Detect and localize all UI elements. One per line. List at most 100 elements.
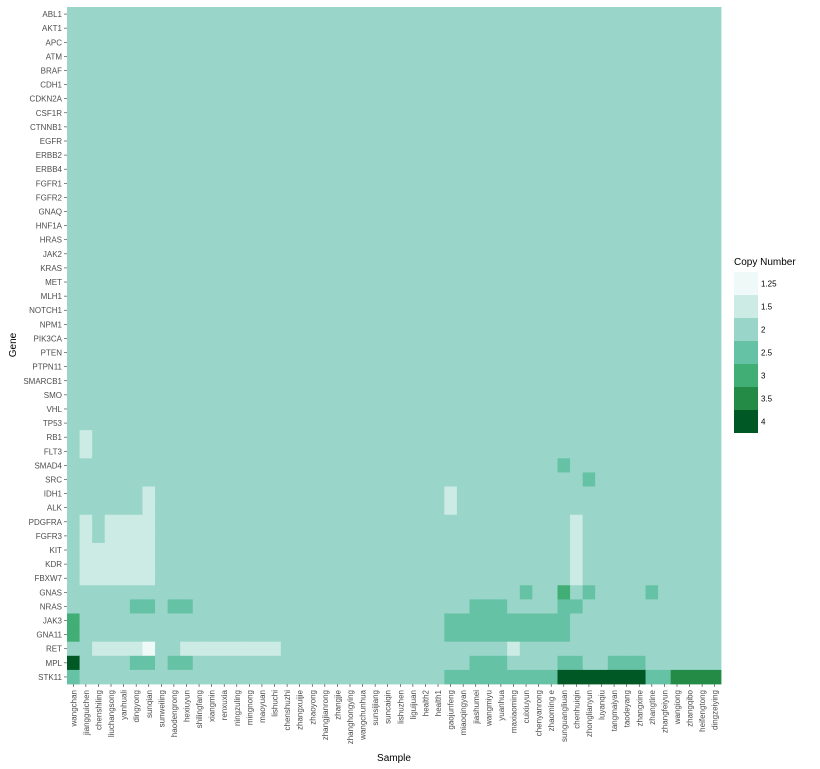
heatmap-cell [620,528,634,544]
heatmap-cell [129,387,143,403]
heatmap-cell [557,119,571,135]
heatmap-cell [293,77,307,93]
heatmap-cell [381,218,395,234]
heatmap-cell [482,430,496,445]
heatmap-cell [670,401,684,417]
heatmap-cell [305,232,319,248]
heatmap-cell [444,416,458,431]
heatmap-cell [557,345,571,360]
heatmap-cell [381,500,395,516]
heatmap-cell [230,246,244,262]
heatmap-cell [708,162,722,177]
heatmap-cell [331,500,345,516]
y-tick-label: VHL [46,405,62,414]
heatmap-cell [243,148,257,163]
heatmap-cell [255,387,269,403]
heatmap-cell [79,416,93,431]
heatmap-cell [406,571,420,586]
heatmap-cell [280,416,294,431]
heatmap-cell [280,458,294,473]
heatmap-cell [331,373,345,389]
heatmap-cell [494,77,508,93]
heatmap-cell [293,430,307,445]
heatmap-cell [155,444,169,459]
heatmap-cell [167,458,181,473]
x-tick-label: zhangxine [635,689,644,726]
heatmap-cell [557,303,571,318]
heatmap-cell [217,444,231,459]
heatmap-cell [419,218,433,234]
heatmap-cell [142,514,156,530]
heatmap-cell [155,317,169,332]
heatmap-cell [595,218,609,234]
heatmap-cell [695,260,709,276]
heatmap-cell [230,63,244,78]
heatmap-cell [142,21,156,36]
heatmap-cell [167,119,181,135]
heatmap-cell [544,63,558,78]
heatmap-cell [444,317,458,332]
heatmap-cell [544,373,558,389]
heatmap-cell [444,204,458,219]
heatmap-cell [318,500,332,516]
heatmap-cell [180,416,194,431]
heatmap-cell [670,669,684,685]
heatmap-cell [557,571,571,586]
heatmap-cell [406,627,420,643]
heatmap-cell [192,77,206,93]
heatmap-cell [343,105,357,121]
heatmap-cell [670,387,684,403]
heatmap-cell [482,472,496,487]
heatmap-cell [683,528,697,544]
heatmap-cell [305,317,319,332]
heatmap-cell [394,373,407,389]
heatmap-cell [406,246,420,262]
heatmap-cell [180,542,194,558]
heatmap-cell [645,289,659,304]
heatmap-cell [658,430,672,445]
heatmap-cell [645,373,659,389]
heatmap-cell [582,514,596,530]
y-tick-label: STK11 [38,673,62,682]
heatmap-cell [381,133,395,149]
heatmap-cell [482,133,496,149]
heatmap-cell [683,148,697,163]
heatmap-cell [595,401,609,417]
heatmap-cell [658,77,672,93]
heatmap-cell [243,627,257,643]
heatmap-cell [243,500,257,516]
y-tick-label: PDGFRA [29,518,63,527]
heatmap-cell [92,458,106,473]
heatmap-cell [419,627,433,643]
heatmap-cell [494,63,508,78]
heatmap-cell [167,528,181,544]
x-tick-label: wangiong [673,690,682,725]
heatmap-cell [79,514,93,530]
heatmap-cell [280,289,294,304]
heatmap-cell [117,35,131,50]
heatmap-cell [217,91,231,107]
x-tick-label: yanhuali [120,690,129,720]
heatmap-cell [607,655,621,671]
heatmap-cell [305,246,319,262]
heatmap-cell [557,557,571,572]
heatmap-cell [394,35,407,50]
heatmap-cell [180,289,194,304]
heatmap-cell [658,246,672,262]
heatmap-cell [708,204,722,219]
heatmap-cell [595,500,609,516]
heatmap-cell [268,585,282,600]
heatmap-cell [155,204,169,219]
heatmap-cell [582,542,596,558]
x-tick-label: chenhuiqin [572,690,581,729]
heatmap-cell [67,246,80,262]
heatmap-cell [595,557,609,572]
heatmap-cell [620,331,634,346]
heatmap-cell [708,500,722,516]
heatmap-cell [381,416,395,431]
heatmap-cell [494,289,508,304]
heatmap-cell [243,289,257,304]
heatmap-cell [331,317,345,332]
heatmap-cell [519,119,533,135]
heatmap-cell [104,500,118,516]
